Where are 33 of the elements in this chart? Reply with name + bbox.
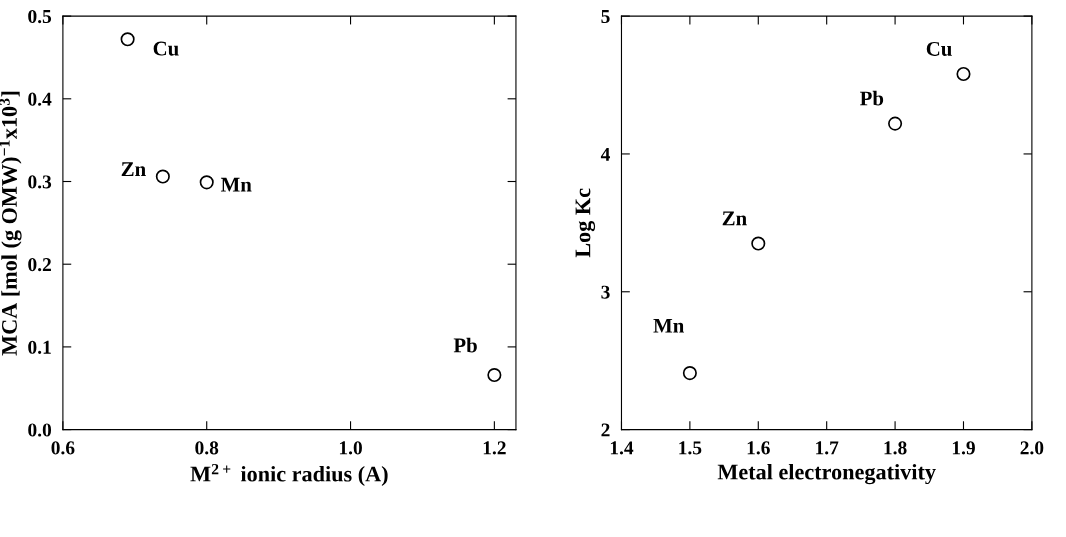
y-tick-label: 0.5 (28, 9, 52, 24)
x-tick-label: 0.6 (51, 441, 75, 455)
annotation: Mn (653, 318, 685, 333)
y-tick-label: 0.0 (28, 423, 52, 437)
y-tick-label: 4 (600, 147, 611, 161)
x-tick-label: 1.2 (483, 441, 506, 455)
y-tick-label: 2 (601, 423, 610, 437)
y-tick-label: 5 (601, 10, 610, 24)
y-tick-label: 0.1 (28, 340, 51, 354)
annotation: Cu (153, 41, 179, 56)
x-tick-label: 1.7 (816, 441, 839, 455)
annotation: Mn (220, 177, 252, 192)
y-tick-label: 0.3 (28, 175, 52, 189)
x-axis-title: M$^{2+}$ ionic radius (A) (190, 463, 388, 487)
annotation: Cu (926, 41, 952, 56)
x-tick-label: 1.8 (884, 441, 907, 455)
annotation: Zn (722, 211, 747, 226)
y-tick-label: 3 (601, 285, 610, 299)
x-tick-label: 0.8 (195, 441, 219, 455)
x-tick-label: 1.5 (679, 441, 702, 455)
y-axis-title: MCA [mol (g OMW)$^{−1}$x10$^{3}$] (0, 91, 22, 356)
annotation: Pb (453, 337, 477, 353)
x-tick-label: 1.4 (610, 441, 634, 455)
x-tick-label: 2.0 (1020, 441, 1044, 455)
x-tick-label: 1.6 (747, 441, 770, 455)
x-axis-title: Metal electronegativity (717, 463, 936, 485)
y-tick-label: 0.4 (28, 92, 52, 106)
y-axis-title: Log Kc (575, 188, 596, 258)
annotation: Pb (860, 90, 884, 106)
annotation: Zn (121, 162, 146, 176)
x-tick-label: 1.9 (952, 441, 975, 455)
x-tick-label: 1.0 (339, 441, 362, 455)
y-tick-label: 0.2 (28, 258, 51, 272)
